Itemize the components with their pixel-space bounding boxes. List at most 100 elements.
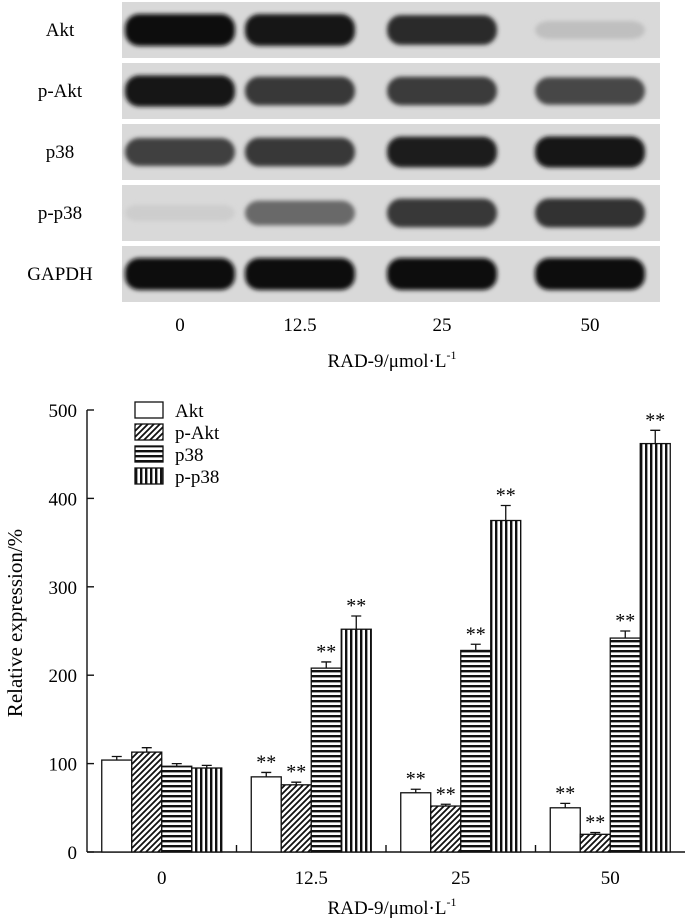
error-bar [111, 755, 122, 761]
x-axis-label-sup: -1 [446, 895, 456, 909]
blot-band [125, 138, 235, 166]
error-bar [590, 831, 601, 835]
legend-item-p38: p38 [134, 445, 204, 466]
significance-marker: ** [256, 751, 276, 773]
blot-band [387, 76, 497, 106]
bar-p-akt-12.5 [280, 784, 312, 853]
blot-lane-label: 12.5 [283, 315, 316, 336]
error-bar [650, 429, 661, 444]
significance-marker: ** [316, 641, 336, 663]
blot-band [245, 137, 355, 167]
blot-band [535, 198, 645, 228]
error-bar [321, 661, 332, 669]
y-axis: 0 100 200 300 400 500 [49, 401, 94, 864]
legend-item-p-p38: p-p38 [134, 467, 219, 488]
error-bar [351, 615, 362, 630]
blot-band [535, 21, 645, 39]
blot-band [535, 258, 645, 290]
error-bar [440, 803, 451, 807]
legend-label: p38 [175, 445, 204, 466]
legend-swatch [134, 401, 164, 419]
blot-row-p-akt: p-Akt [38, 63, 660, 119]
y-tick-label: 0 [68, 843, 78, 864]
western-blot-panel: Akt p-Akt p38 p-p38 GAPDH 0 12.5 25 50 RAD-9/μm… [27, 2, 660, 372]
blot-band [245, 76, 355, 106]
significance-marker: ** [615, 610, 635, 632]
bar-p-p38-0 [191, 767, 223, 853]
blot-band [245, 14, 355, 46]
error-bar [171, 762, 182, 767]
bar-akt-12.5 [250, 776, 282, 853]
error-bar [410, 788, 421, 793]
bar-akt-50 [549, 807, 581, 853]
blot-row-gapdh: GAPDH [27, 246, 660, 302]
blot-lane-label: 50 [581, 315, 600, 336]
blot-band [125, 14, 235, 46]
bar-p-p38-12.5 [340, 628, 372, 853]
bar-p-p38-50 [639, 442, 671, 853]
legend-item-akt: Akt [134, 401, 204, 422]
blot-band [387, 15, 497, 45]
blot-band [387, 136, 497, 168]
y-tick-label: 200 [49, 666, 78, 687]
legend-swatch [134, 423, 164, 441]
blot-band [245, 258, 355, 290]
blot-band [125, 258, 235, 290]
x-axis-label: RAD-9/μmol·L-1 [328, 895, 457, 919]
significance-marker: ** [555, 782, 575, 804]
blot-lane-label: 25 [433, 315, 452, 336]
error-bar [141, 747, 152, 753]
significance-marker: ** [645, 409, 665, 431]
bar-p-akt-25 [430, 805, 462, 853]
legend-swatch [134, 467, 164, 485]
error-bar [470, 643, 481, 651]
y-axis-label: Relative expression/% [3, 529, 27, 717]
significance-marker: ** [286, 761, 306, 783]
blot-band [125, 75, 235, 107]
blot-row-label: p-Akt [38, 81, 83, 102]
blot-band [535, 77, 645, 105]
error-bar [500, 504, 511, 521]
bar-p38-50 [609, 637, 641, 853]
x-tick-label: 50 [601, 868, 620, 889]
blot-row-label: GAPDH [27, 264, 93, 285]
bar-akt-25 [400, 792, 432, 853]
significance-marker: ** [346, 595, 366, 617]
blot-row-label: Akt [46, 20, 75, 41]
blot-band [535, 136, 645, 168]
y-tick-label: 300 [49, 578, 78, 599]
blot-row-akt: Akt [46, 2, 660, 58]
bar-p-akt-0 [131, 751, 163, 853]
blot-x-axis-label: RAD-9/μmol·L-1 [328, 348, 457, 372]
significance-marker: ** [466, 623, 486, 645]
blot-band [245, 200, 355, 226]
legend-label: p-p38 [175, 467, 219, 488]
blot-x-axis-label-main: RAD-9/μmol·L [328, 351, 447, 372]
blot-band [125, 204, 235, 222]
blot-row-p-p38: p-p38 [38, 185, 660, 241]
y-tick-label: 400 [49, 489, 78, 510]
x-tick-label: 12.5 [295, 868, 328, 889]
blot-band [387, 198, 497, 228]
legend-swatch [134, 445, 164, 463]
error-bar [291, 781, 302, 785]
bar-chart: 0 100 200 300 400 500 0 12.5 25 50 ** ** ** ** ** ** *… [3, 401, 685, 919]
significance-marker: ** [436, 783, 456, 805]
y-tick-label: 100 [49, 755, 78, 776]
error-bar [201, 764, 212, 769]
blot-row-p38: p38 [46, 124, 660, 180]
y-tick-label: 500 [49, 401, 78, 422]
blot-x-axis-label-sup: -1 [446, 348, 456, 362]
x-tick-label: 0 [157, 868, 167, 889]
bar-p-akt-50 [579, 833, 611, 853]
bar-p38-0 [161, 765, 193, 853]
blot-band [387, 258, 497, 290]
x-axis-label-main: RAD-9/μmol·L [328, 898, 447, 919]
bar-p-p38-25 [490, 519, 522, 853]
significance-marker: ** [585, 812, 605, 834]
blot-lane-label: 0 [175, 315, 185, 336]
blot-row-label: p-p38 [38, 203, 82, 224]
legend-label: Akt [175, 401, 204, 422]
significance-marker: ** [406, 768, 426, 790]
